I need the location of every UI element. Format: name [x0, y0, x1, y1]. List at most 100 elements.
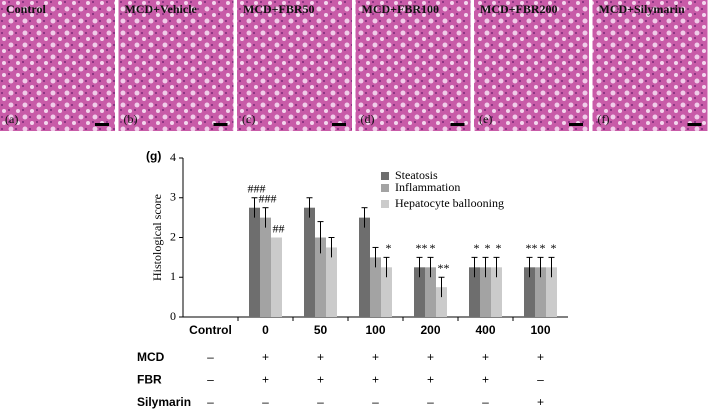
- panel-letter: (c): [242, 112, 255, 126]
- panel-letter: (d): [361, 112, 375, 126]
- bar: [425, 267, 436, 317]
- cell: –: [262, 395, 269, 409]
- cell: –: [537, 373, 544, 387]
- significance: *: [496, 241, 502, 255]
- histology-image: [118, 0, 234, 131]
- histology-image: [0, 0, 115, 131]
- x-tick-label: Control: [189, 323, 232, 337]
- y-axis-label: Histological score: [150, 194, 164, 281]
- bar: [414, 267, 425, 317]
- bar: [359, 217, 370, 317]
- scale-bar: [332, 123, 346, 126]
- significance: *: [430, 241, 436, 255]
- scale-bar: [687, 123, 702, 126]
- significance: **: [438, 261, 450, 275]
- significance: *: [551, 241, 557, 255]
- bar: [370, 257, 381, 317]
- significance: **: [526, 241, 538, 255]
- cell: +: [372, 350, 379, 364]
- cell: –: [317, 395, 324, 409]
- panel-title: MCD+FBR200: [480, 2, 558, 16]
- bar: [326, 247, 337, 317]
- cell: –: [372, 395, 379, 409]
- panel-letter: (e): [479, 112, 492, 126]
- cell: –: [427, 395, 434, 409]
- legend-swatch: [381, 172, 389, 180]
- legend-swatch: [381, 200, 389, 208]
- histology-image: [474, 0, 589, 131]
- bar: [436, 287, 447, 317]
- histology-image: [237, 0, 352, 131]
- panel-title: MCD+Vehicle: [125, 2, 198, 16]
- legend-label: Inflammation: [395, 180, 460, 194]
- scale-bar: [450, 123, 465, 126]
- legend-label: Steatosis: [395, 168, 438, 182]
- cell: +: [482, 373, 489, 387]
- row-label: FBR: [137, 373, 162, 387]
- bar: [491, 267, 502, 317]
- panel-title: Control: [6, 2, 46, 16]
- bar: [524, 267, 535, 317]
- bar: [260, 217, 271, 317]
- histology-image: [355, 0, 471, 131]
- bar: [315, 237, 326, 317]
- panel-title: MCD+FBR50: [243, 2, 315, 16]
- cell: –: [207, 373, 214, 387]
- cell: –: [482, 395, 489, 409]
- bar: [271, 237, 282, 317]
- cell: –: [207, 395, 214, 409]
- y-tick-label: 0: [170, 309, 176, 323]
- cell: +: [317, 350, 324, 364]
- bar: [546, 267, 557, 317]
- y-tick-label: 3: [170, 190, 176, 204]
- y-tick-label: 2: [170, 229, 176, 243]
- histology-image: [592, 0, 708, 131]
- cell: +: [372, 373, 379, 387]
- significance: ###: [248, 182, 266, 196]
- panel-letter: (a): [5, 112, 18, 126]
- panel-label: (g): [146, 149, 161, 163]
- cell: –: [207, 350, 214, 364]
- x-tick-label: 200: [420, 323, 440, 337]
- x-tick-label: 100: [365, 323, 385, 337]
- cell: +: [317, 373, 324, 387]
- cell: +: [427, 373, 434, 387]
- x-tick-label: 0: [262, 323, 269, 337]
- cell: +: [262, 373, 269, 387]
- bar: [535, 267, 546, 317]
- significance: *: [474, 241, 480, 255]
- cell: +: [482, 350, 489, 364]
- bar: [480, 267, 491, 317]
- x-tick-label: 100: [530, 323, 550, 337]
- cell: +: [262, 350, 269, 364]
- x-tick-label: 50: [314, 323, 328, 337]
- scale-bar: [569, 123, 583, 126]
- significance: ##: [273, 221, 285, 235]
- significance: *: [485, 241, 491, 255]
- significance: ###: [259, 191, 277, 205]
- row-label: MCD: [137, 350, 165, 364]
- panel-title: MCD+FBR100: [362, 2, 440, 16]
- significance: *: [386, 241, 392, 255]
- x-tick-label: 400: [475, 323, 495, 337]
- significance: **: [416, 241, 428, 255]
- significance: *: [540, 241, 546, 255]
- y-tick-label: 4: [170, 150, 176, 164]
- row-label: Silymarin: [137, 395, 191, 409]
- bar: [381, 267, 392, 317]
- scale-bar: [213, 123, 228, 126]
- cell: +: [427, 350, 434, 364]
- bar: [304, 207, 315, 317]
- bar: [249, 207, 260, 317]
- cell: +: [537, 395, 544, 409]
- legend-label: Hepatocyte ballooning: [395, 196, 504, 210]
- panel-letter: (f): [598, 112, 610, 126]
- cell: +: [537, 350, 544, 364]
- y-tick-label: 1: [170, 269, 176, 283]
- legend-swatch: [381, 184, 389, 192]
- panel-letter: (b): [124, 112, 138, 126]
- panel-title: MCD+Silymarin: [599, 2, 685, 16]
- bar: [469, 267, 480, 317]
- scale-bar: [95, 123, 109, 126]
